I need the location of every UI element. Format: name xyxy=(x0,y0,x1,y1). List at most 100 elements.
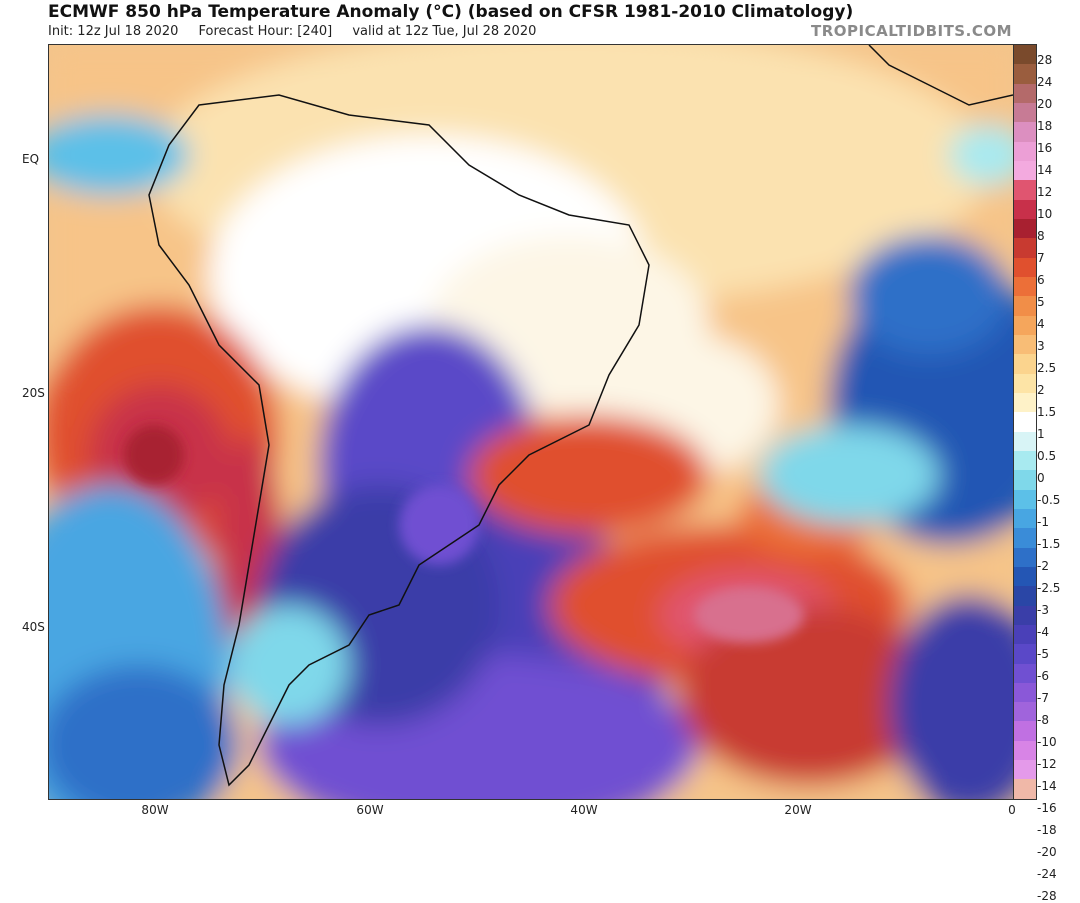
colorbar-swatch xyxy=(1014,702,1036,722)
colorbar-label: 16 xyxy=(1037,141,1053,155)
anomaly-highlights xyxy=(124,425,804,643)
colorbar-swatch xyxy=(1014,238,1036,258)
colorbar-swatch xyxy=(1014,180,1036,200)
colorbar-label: -20 xyxy=(1037,845,1057,859)
colorbar-swatch xyxy=(1014,412,1036,432)
colorbar-swatch xyxy=(1014,122,1036,142)
anomaly-map-svg xyxy=(49,45,1013,799)
lon-label-60w: 60W xyxy=(356,803,384,817)
colorbar-label: -2 xyxy=(1037,559,1049,573)
colorbar-swatch xyxy=(1014,64,1036,84)
colorbar-swatch xyxy=(1014,257,1036,277)
colorbar-labels: 28 24 20 18 16 14 12 10 8 7 6 5 4 3 2.5 2 1.5 1 0.5 0 -0.5 -1… xyxy=(1037,44,1061,902)
colorbar-swatch xyxy=(1014,663,1036,683)
lon-label-80w: 80W xyxy=(141,803,169,817)
colorbar-swatch xyxy=(1014,586,1036,606)
lon-label-20w: 20W xyxy=(784,803,812,817)
colorbar-swatch xyxy=(1014,605,1036,625)
colorbar-swatch xyxy=(1014,315,1036,335)
colorbar-swatch xyxy=(1014,470,1036,490)
colorbar-label: 1 xyxy=(1037,427,1045,441)
colorbar-swatch xyxy=(1014,296,1036,316)
south-america-coastline xyxy=(148,94,650,787)
colorbar-label: -3 xyxy=(1037,603,1049,617)
colorbar-swatch xyxy=(1014,779,1036,799)
colorbar-label: -24 xyxy=(1037,867,1057,881)
colorbar-label: -6 xyxy=(1037,669,1049,683)
colorbar-swatch xyxy=(1014,682,1036,703)
colorbar-label: -2.5 xyxy=(1037,581,1061,595)
colorbar-swatch xyxy=(1014,160,1036,181)
colorbar-label: -5 xyxy=(1037,647,1049,661)
init-time: Init: 12z Jul 18 2020 xyxy=(48,24,179,39)
colorbar-swatch xyxy=(1014,199,1036,219)
colorbar-label: -1.5 xyxy=(1037,537,1061,551)
chart-title: ECMWF 850 hPa Temperature Anomaly (°C) (… xyxy=(48,2,854,22)
colorbar-label: -14 xyxy=(1037,779,1057,793)
colorbar-swatch xyxy=(1014,450,1036,471)
colorbar-label: 20 xyxy=(1037,97,1053,111)
anomaly-map xyxy=(48,44,1014,800)
colorbar-label: 2 xyxy=(1037,383,1045,397)
colorbar-swatch xyxy=(1014,392,1036,413)
colorbar-swatch xyxy=(1014,644,1036,664)
forecast-hour: Forecast Hour: [240] xyxy=(198,24,333,39)
colorbar-swatch xyxy=(1014,547,1036,567)
colorbar-label: 18 xyxy=(1037,119,1053,133)
colorbar-label: -8 xyxy=(1037,713,1049,727)
colorbar-swatch xyxy=(1014,102,1036,123)
colorbar-swatch xyxy=(1014,624,1036,645)
colorbar-label: 10 xyxy=(1037,207,1053,221)
colorbar-label: 0.5 xyxy=(1037,449,1057,463)
colorbar-swatch xyxy=(1014,141,1036,161)
colorbar-swatch xyxy=(1014,45,1036,65)
colorbar-label: -28 xyxy=(1037,889,1057,903)
colorbar-label: -0.5 xyxy=(1037,493,1061,507)
lon-label-0: 0 xyxy=(1008,803,1016,817)
colorbar-swatch xyxy=(1014,354,1036,374)
colorbar-label: -1 xyxy=(1037,515,1049,529)
lat-label-40s: 40S xyxy=(22,620,45,634)
colorbar-swatch xyxy=(1014,740,1036,761)
colorbar-swatch xyxy=(1014,489,1036,509)
colorbar-label: -16 xyxy=(1037,801,1057,815)
brand-watermark: TROPICALTIDBITS.COM xyxy=(811,22,1012,40)
lat-label-20s: 20S xyxy=(22,386,45,400)
colorbar-swatch xyxy=(1014,721,1036,741)
colorbar xyxy=(1013,44,1037,800)
colorbar-swatch xyxy=(1014,334,1036,355)
colorbar-label: 28 xyxy=(1037,53,1053,67)
valid-time: valid at 12z Tue, Jul 28 2020 xyxy=(352,24,537,39)
colorbar-label: 2.5 xyxy=(1037,361,1057,375)
colorbar-label: 3 xyxy=(1037,339,1045,353)
colorbar-label: 14 xyxy=(1037,163,1053,177)
colorbar-swatch xyxy=(1014,373,1036,393)
lat-label-eq: EQ xyxy=(22,152,40,166)
colorbar-label: 12 xyxy=(1037,185,1053,199)
colorbar-label: 6 xyxy=(1037,273,1045,287)
colorbar-label: 1.5 xyxy=(1037,405,1057,419)
colorbar-label: 8 xyxy=(1037,229,1045,243)
colorbar-label: -18 xyxy=(1037,823,1057,837)
chart-subtitle: Init: 12z Jul 18 2020 Forecast Hour: [24… xyxy=(48,24,552,39)
colorbar-swatch xyxy=(1014,431,1036,451)
colorbar-label: 4 xyxy=(1037,317,1045,331)
africa-coastline xyxy=(868,45,1013,106)
colorbar-label: 24 xyxy=(1037,75,1053,89)
colorbar-swatch xyxy=(1014,760,1036,780)
lon-label-40w: 40W xyxy=(570,803,598,817)
colorbar-swatch xyxy=(1014,566,1036,587)
colorbar-swatch xyxy=(1014,508,1036,529)
colorbar-label: 0 xyxy=(1037,471,1045,485)
colorbar-label: 5 xyxy=(1037,295,1045,309)
colorbar-swatch xyxy=(1014,218,1036,239)
colorbar-swatch xyxy=(1014,276,1036,297)
colorbar-label: -7 xyxy=(1037,691,1049,705)
colorbar-label: -10 xyxy=(1037,735,1057,749)
colorbar-label: 7 xyxy=(1037,251,1045,265)
colorbar-label: -12 xyxy=(1037,757,1057,771)
colorbar-label: -4 xyxy=(1037,625,1049,639)
colorbar-swatch xyxy=(1014,528,1036,548)
colorbar-swatch xyxy=(1014,83,1036,103)
anomaly-field xyxy=(49,45,1013,799)
